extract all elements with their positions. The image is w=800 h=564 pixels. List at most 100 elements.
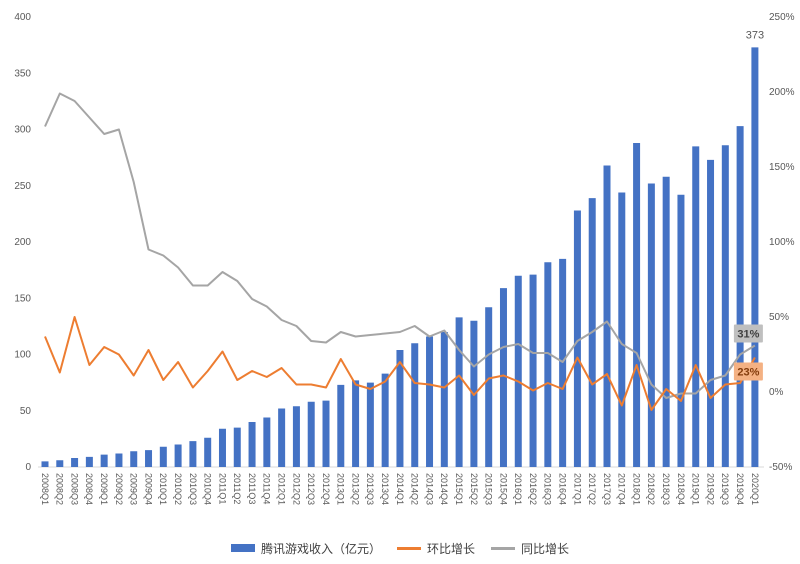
y-axis-right-tick: -50% bbox=[769, 462, 792, 473]
x-axis-label: 2009Q3 bbox=[129, 473, 139, 505]
x-axis-label: 2011Q4 bbox=[262, 473, 272, 504]
revenue-bar bbox=[159, 446, 167, 467]
x-axis-label: 2015Q1 bbox=[454, 473, 464, 505]
x-axis-label: 2011Q1 bbox=[217, 473, 227, 504]
legend-label-qoq: 环比增长 bbox=[426, 541, 475, 556]
revenue-bar bbox=[455, 317, 463, 467]
x-axis-label: 2018Q4 bbox=[676, 473, 686, 505]
y-axis-left-tick: 50 bbox=[20, 406, 32, 417]
revenue-bar bbox=[278, 408, 286, 467]
x-axis-label: 2015Q3 bbox=[484, 473, 494, 505]
revenue-bar bbox=[100, 454, 108, 467]
x-axis-label: 2012Q3 bbox=[306, 473, 316, 505]
yoy-end-label: 31% bbox=[737, 329, 759, 341]
revenue-bar bbox=[322, 400, 330, 467]
x-axis-label: 2014Q1 bbox=[395, 473, 405, 505]
y-axis-right-tick: 0% bbox=[769, 387, 784, 398]
bar-swatch-icon bbox=[230, 544, 255, 552]
revenue-bar bbox=[204, 437, 212, 467]
x-axis-label: 2010Q4 bbox=[203, 473, 213, 505]
x-axis-label: 2008Q3 bbox=[69, 473, 79, 505]
x-axis-label: 2014Q2 bbox=[410, 473, 420, 505]
x-axis-label: 2012Q1 bbox=[276, 473, 286, 505]
x-axis-label: 2015Q2 bbox=[469, 473, 479, 505]
qoq-end-label-box bbox=[733, 362, 763, 381]
legend-label-revenue: 腾讯游戏收入（亿元） bbox=[260, 541, 381, 556]
x-axis-label: 2011Q2 bbox=[232, 473, 242, 504]
x-axis-label: 2013Q4 bbox=[380, 473, 390, 505]
revenue-bar bbox=[85, 456, 93, 467]
revenue-bar bbox=[514, 275, 522, 467]
x-axis-label: 2016Q4 bbox=[557, 473, 567, 505]
revenue-bar bbox=[485, 307, 493, 467]
y-axis-right-tick: 250% bbox=[769, 12, 795, 23]
y-axis-right-tick: 50% bbox=[769, 312, 789, 323]
x-axis-label: 2010Q1 bbox=[158, 473, 168, 505]
revenue-bar bbox=[366, 382, 374, 467]
y-axis-left-tick: 200 bbox=[14, 237, 31, 248]
x-axis-label: 2013Q3 bbox=[365, 473, 375, 505]
revenue-bar bbox=[189, 441, 197, 467]
y-axis-left-tick: 150 bbox=[14, 293, 31, 304]
y-axis-right-tick: 200% bbox=[769, 87, 795, 98]
revenue-bar bbox=[233, 427, 241, 467]
x-axis-label: 2019Q4 bbox=[735, 473, 745, 505]
revenue-bar bbox=[71, 458, 79, 467]
y-axis-right-tick: 150% bbox=[769, 162, 795, 173]
revenue-bar bbox=[721, 145, 729, 467]
revenue-bar bbox=[707, 159, 715, 467]
legend-item-revenue: 腾讯游戏收入（亿元） bbox=[230, 540, 381, 557]
x-axis-label: 2009Q2 bbox=[114, 473, 124, 505]
x-axis-label: 2010Q2 bbox=[173, 473, 183, 505]
legend: 腾讯游戏收入（亿元） 环比增长 同比增长 bbox=[0, 536, 800, 560]
y-axis-left-tick: 400 bbox=[14, 12, 31, 23]
yoy-line bbox=[44, 92, 756, 399]
revenue-bar bbox=[145, 450, 153, 467]
x-axis-label: 2013Q2 bbox=[350, 473, 360, 505]
x-axis-label: 2014Q3 bbox=[424, 473, 434, 505]
y-axis-left-tick: 300 bbox=[14, 125, 31, 136]
x-axis-label: 2016Q3 bbox=[543, 473, 553, 505]
qoq-end-label: 23% bbox=[737, 367, 759, 379]
x-axis-label: 2018Q3 bbox=[661, 473, 671, 505]
revenue-bar bbox=[352, 380, 360, 467]
revenue-bar bbox=[544, 262, 552, 467]
x-axis-label: 2014Q4 bbox=[439, 473, 449, 505]
revenue-bar bbox=[307, 401, 315, 467]
revenue-bar bbox=[647, 183, 655, 467]
revenue-bar bbox=[499, 288, 507, 467]
revenue-bar bbox=[736, 126, 744, 467]
revenue-bar bbox=[218, 428, 226, 467]
legend-item-qoq: 环比增长 bbox=[396, 540, 475, 557]
y-axis-right-tick: 100% bbox=[769, 237, 795, 248]
x-axis-label: 2017Q3 bbox=[602, 473, 612, 505]
x-axis-label: 2017Q4 bbox=[617, 473, 627, 505]
revenue-bar bbox=[130, 451, 138, 467]
revenue-bar bbox=[337, 384, 345, 467]
x-axis-label: 2018Q1 bbox=[631, 473, 641, 505]
x-axis-label: 2008Q4 bbox=[84, 473, 94, 505]
x-axis-label: 2008Q1 bbox=[40, 473, 50, 505]
yoy-end-label-box bbox=[733, 324, 763, 343]
x-axis-label: 2009Q1 bbox=[99, 473, 109, 505]
revenue-bar bbox=[411, 343, 419, 467]
x-axis-label: 2019Q3 bbox=[720, 473, 730, 505]
y-axis-left-tick: 350 bbox=[14, 68, 31, 79]
line-swatch-icon bbox=[396, 546, 421, 550]
x-axis-label: 2012Q2 bbox=[291, 473, 301, 505]
legend-label-yoy: 同比增长 bbox=[521, 541, 570, 556]
revenue-bar bbox=[618, 192, 626, 467]
y-axis-left-tick: 250 bbox=[14, 181, 31, 192]
revenue-bar bbox=[41, 461, 49, 467]
revenue-bar bbox=[529, 274, 537, 467]
x-axis-label: 2016Q1 bbox=[513, 473, 523, 505]
x-axis-label: 2011Q3 bbox=[247, 473, 257, 504]
revenue-bar bbox=[381, 373, 389, 467]
x-axis-label: 2016Q2 bbox=[528, 473, 538, 505]
revenue-bar bbox=[633, 143, 641, 467]
line-swatch-icon bbox=[491, 546, 515, 550]
revenue-bar bbox=[263, 417, 271, 467]
y-axis-left-tick: 0 bbox=[25, 462, 31, 473]
